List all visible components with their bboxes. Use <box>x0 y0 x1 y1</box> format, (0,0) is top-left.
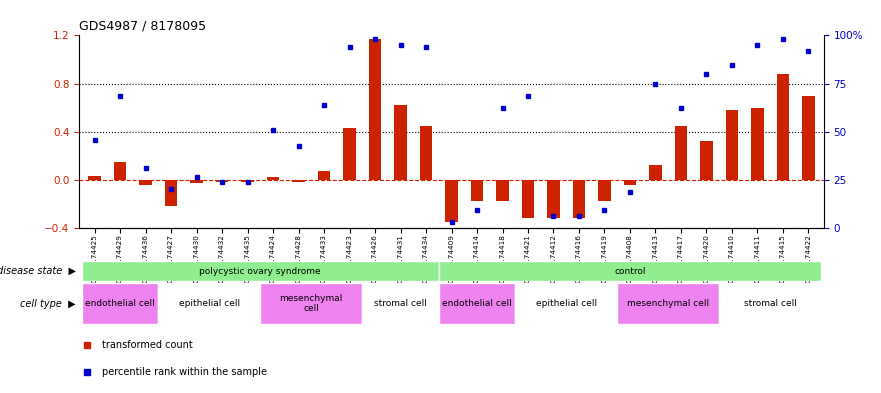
Bar <box>496 180 509 202</box>
Text: cell type  ▶: cell type ▶ <box>20 299 76 309</box>
Bar <box>719 283 821 324</box>
Bar <box>368 39 381 180</box>
Bar <box>445 180 458 222</box>
Text: endothelial cell: endothelial cell <box>442 299 512 308</box>
Text: epithelial cell: epithelial cell <box>536 299 596 308</box>
Bar <box>522 180 535 218</box>
Bar <box>165 180 177 206</box>
Bar <box>573 180 585 218</box>
Bar <box>362 283 439 324</box>
Bar <box>88 176 101 180</box>
Bar <box>776 74 789 180</box>
Text: epithelial cell: epithelial cell <box>179 299 240 308</box>
Text: GDS4987 / 8178095: GDS4987 / 8178095 <box>79 20 206 33</box>
Text: stromal cell: stromal cell <box>744 299 796 308</box>
Bar <box>139 180 152 185</box>
Bar <box>649 165 662 180</box>
Bar <box>318 171 330 180</box>
Bar <box>624 180 636 185</box>
Text: transformed count: transformed count <box>101 340 192 350</box>
Text: disease state  ▶: disease state ▶ <box>0 266 76 276</box>
Bar <box>82 283 159 324</box>
Bar <box>267 177 279 180</box>
Bar <box>675 126 687 180</box>
Text: stromal cell: stromal cell <box>374 299 427 308</box>
Bar <box>439 283 515 324</box>
Bar <box>726 110 738 180</box>
Bar <box>618 283 719 324</box>
Bar <box>547 180 559 218</box>
Bar <box>82 261 439 281</box>
Bar <box>751 108 764 180</box>
Text: endothelial cell: endothelial cell <box>85 299 155 308</box>
Bar <box>114 162 127 180</box>
Bar <box>419 126 433 180</box>
Bar <box>470 180 484 202</box>
Bar <box>802 95 815 180</box>
Bar <box>344 128 356 180</box>
Text: polycystic ovary syndrome: polycystic ovary syndrome <box>199 267 321 275</box>
Bar <box>598 180 611 202</box>
Bar <box>515 283 618 324</box>
Bar <box>700 141 713 180</box>
Bar <box>159 283 260 324</box>
Bar <box>292 180 305 182</box>
Text: mesenchymal cell: mesenchymal cell <box>627 299 709 308</box>
Text: percentile rank within the sample: percentile rank within the sample <box>101 367 267 377</box>
Text: mesenchymal
cell: mesenchymal cell <box>279 294 343 313</box>
Bar <box>216 180 228 182</box>
Bar <box>439 261 821 281</box>
Bar <box>260 283 362 324</box>
Text: control: control <box>614 267 646 275</box>
Bar <box>241 180 254 182</box>
Bar <box>394 105 407 180</box>
Bar <box>190 180 203 184</box>
